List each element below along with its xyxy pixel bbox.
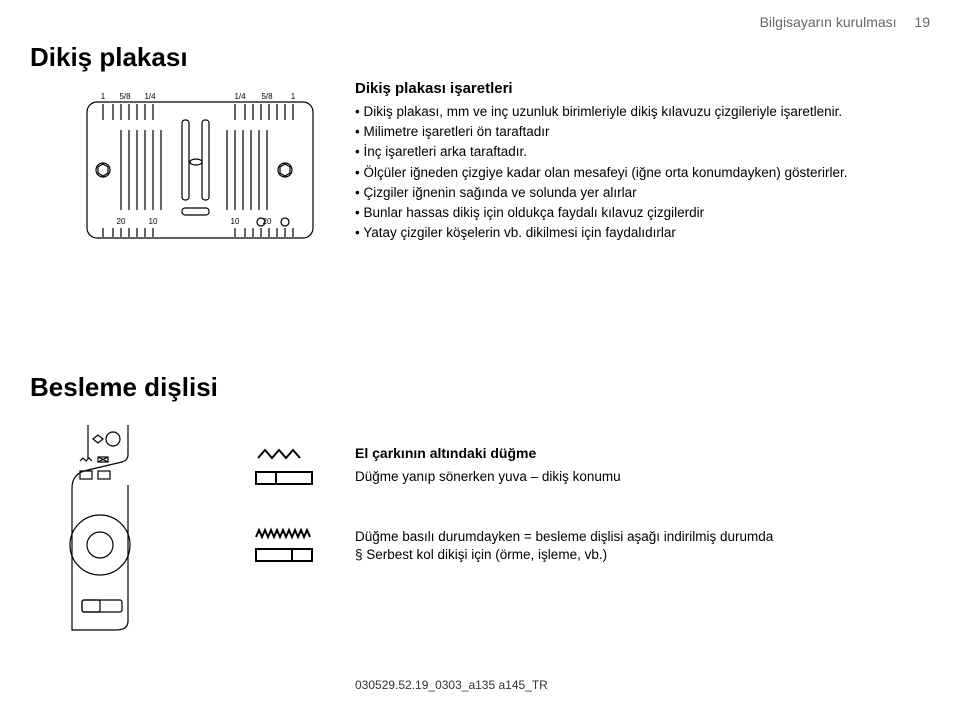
list-item: Dikiş plakası, mm ve inç uzunluk birimle… bbox=[355, 103, 920, 121]
feed-dog-diagram bbox=[58, 425, 153, 635]
svg-text:1: 1 bbox=[101, 92, 106, 101]
stitch-plate-subhead: Dikiş plakası işaretleri bbox=[355, 80, 920, 97]
list-item: İnç işaretleri arka taraftadır. bbox=[355, 143, 920, 161]
list-item: Milimetre işaretleri ön taraftadır bbox=[355, 123, 920, 141]
button-pressed-icon bbox=[250, 525, 320, 571]
svg-text:1/4: 1/4 bbox=[234, 92, 246, 101]
svg-text:5/8: 5/8 bbox=[119, 92, 131, 101]
stitch-plate-list: Dikiş plakası, mm ve inç uzunluk birimle… bbox=[355, 103, 920, 243]
page-header: Bilgisayarın kurulması 19 bbox=[760, 14, 930, 30]
svg-text:1/4: 1/4 bbox=[144, 92, 156, 101]
list-item: Yatay çizgiler köşelerin vb. dikilmesi i… bbox=[355, 224, 920, 242]
svg-text:20: 20 bbox=[117, 217, 126, 226]
section-name: Bilgisayarın kurulması bbox=[760, 14, 897, 30]
footer-code: 030529.52.19_0303_a135 a145_TR bbox=[355, 678, 548, 692]
heading-stitch-plate: Dikiş plakası bbox=[30, 42, 188, 73]
feed-dog-pressed-line: § Serbest kol dikişi için (örme, işleme,… bbox=[355, 546, 920, 564]
svg-text:5/8: 5/8 bbox=[261, 92, 273, 101]
feed-dog-pressed-line: Düğme basılı durumdayken = besleme dişli… bbox=[355, 528, 920, 546]
svg-text:1: 1 bbox=[291, 92, 296, 101]
stitch-plate-diagram: 1 5/8 1/4 1/4 5/8 1 bbox=[85, 90, 315, 250]
page-number: 19 bbox=[914, 14, 930, 30]
svg-text:10: 10 bbox=[149, 217, 158, 226]
feed-dog-blink-text: Düğme yanıp sönerken yuva – dikiş konumu bbox=[355, 469, 920, 484]
heading-feed-dog: Besleme dişlisi bbox=[30, 372, 218, 403]
svg-text:10: 10 bbox=[231, 217, 240, 226]
list-item: Ölçüler iğneden çizgiye kadar olan mesaf… bbox=[355, 164, 920, 182]
stitch-plate-text: Dikiş plakası işaretleri Dikiş plakası, … bbox=[355, 80, 920, 245]
feed-dog-text-2: Düğme basılı durumdayken = besleme dişli… bbox=[355, 528, 920, 564]
button-blink-icon bbox=[250, 448, 320, 494]
list-item: Çizgiler iğnenin sağında ve solunda yer … bbox=[355, 184, 920, 202]
feed-dog-subhead: El çarkının altındaki düğme bbox=[355, 445, 920, 461]
feed-dog-text-1: El çarkının altındaki düğme Düğme yanıp … bbox=[355, 445, 920, 484]
list-item: Bunlar hassas dikiş için oldukça faydalı… bbox=[355, 204, 920, 222]
